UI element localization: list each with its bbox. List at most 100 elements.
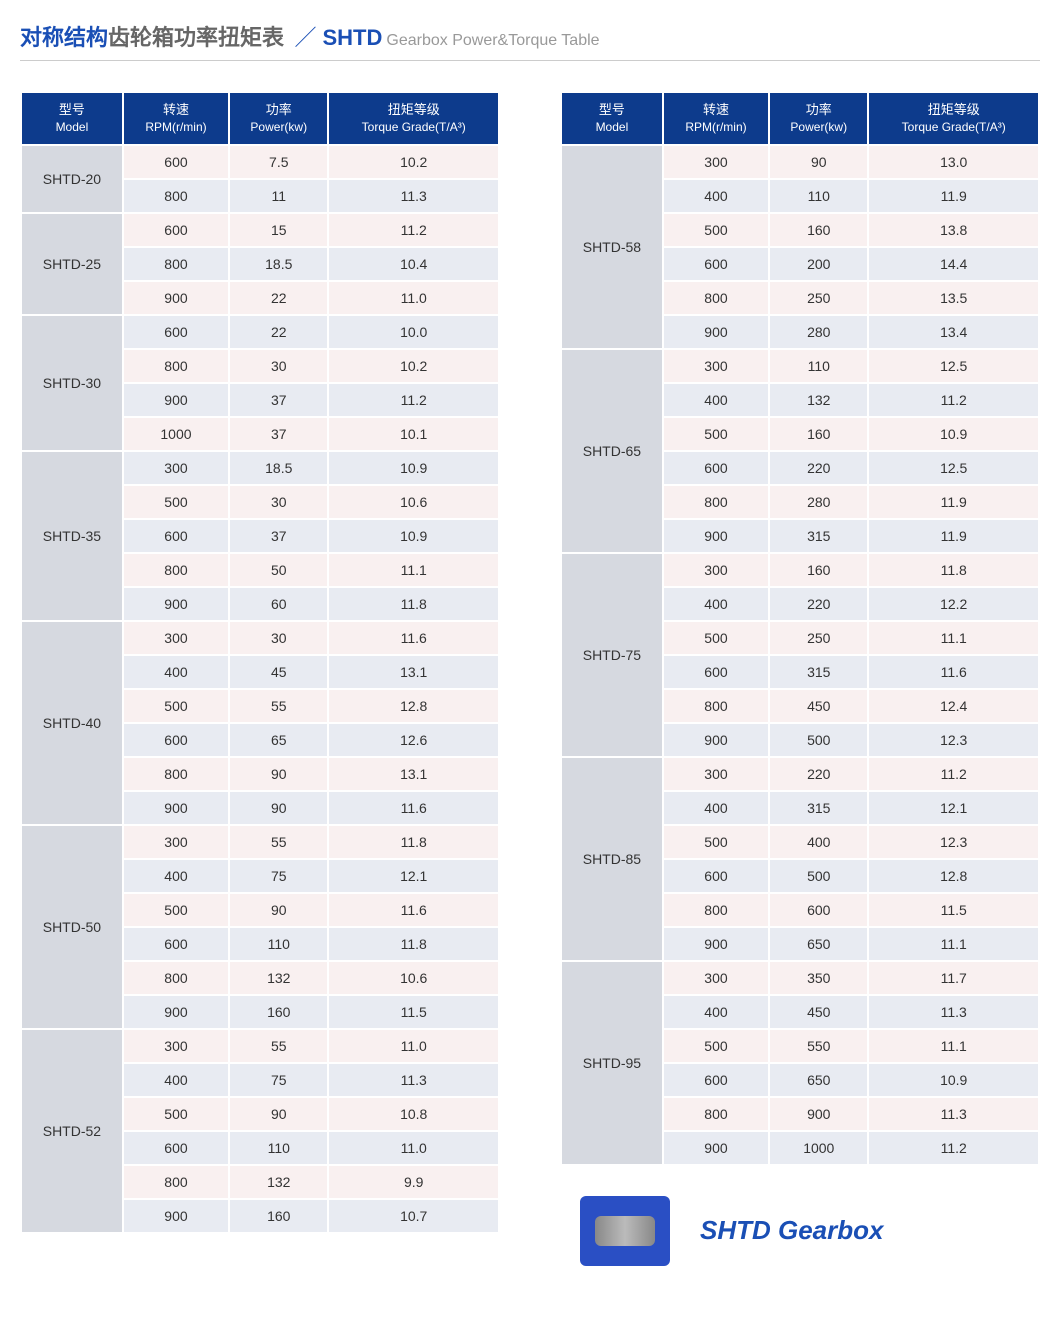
power-cell: 18.5 bbox=[230, 452, 327, 484]
rpm-cell: 300 bbox=[124, 1030, 228, 1062]
table-header: 型号Model 转速RPM(r/min) 功率Power(kw) 扭矩等级Tor… bbox=[22, 93, 498, 144]
model-cell: SHTD-75 bbox=[562, 554, 662, 756]
torque-cell: 10.6 bbox=[329, 962, 498, 994]
power-cell: 350 bbox=[770, 962, 867, 994]
rpm-cell: 500 bbox=[664, 418, 768, 450]
power-cell: 450 bbox=[770, 690, 867, 722]
torque-cell: 10.6 bbox=[329, 486, 498, 518]
torque-cell: 10.0 bbox=[329, 316, 498, 348]
power-cell: 500 bbox=[770, 860, 867, 892]
torque-cell: 10.4 bbox=[329, 248, 498, 280]
rpm-cell: 900 bbox=[664, 724, 768, 756]
left-table: 型号Model 转速RPM(r/min) 功率Power(kw) 扭矩等级Tor… bbox=[20, 91, 500, 1234]
rpm-cell: 400 bbox=[124, 656, 228, 688]
rpm-cell: 300 bbox=[664, 146, 768, 178]
gearbox-icon bbox=[580, 1196, 670, 1266]
power-cell: 110 bbox=[230, 1132, 327, 1164]
power-cell: 7.5 bbox=[230, 146, 327, 178]
power-cell: 55 bbox=[230, 690, 327, 722]
torque-cell: 11.1 bbox=[329, 554, 498, 586]
right-table: 型号Model 转速RPM(r/min) 功率Power(kw) 扭矩等级Tor… bbox=[560, 91, 1040, 1166]
torque-cell: 11.1 bbox=[869, 622, 1038, 654]
model-cell: SHTD-35 bbox=[22, 452, 122, 620]
model-cell: SHTD-95 bbox=[562, 962, 662, 1164]
power-cell: 250 bbox=[770, 282, 867, 314]
torque-cell: 11.6 bbox=[329, 792, 498, 824]
rpm-cell: 300 bbox=[664, 758, 768, 790]
rpm-cell: 800 bbox=[124, 962, 228, 994]
torque-cell: 12.8 bbox=[329, 690, 498, 722]
title-en-code: SHTD bbox=[323, 25, 383, 50]
power-cell: 315 bbox=[770, 656, 867, 688]
torque-cell: 13.8 bbox=[869, 214, 1038, 246]
power-cell: 160 bbox=[770, 554, 867, 586]
torque-cell: 12.1 bbox=[329, 860, 498, 892]
torque-cell: 11.0 bbox=[329, 282, 498, 314]
rpm-cell: 600 bbox=[664, 656, 768, 688]
torque-cell: 13.0 bbox=[869, 146, 1038, 178]
power-cell: 50 bbox=[230, 554, 327, 586]
power-cell: 90 bbox=[230, 758, 327, 790]
power-cell: 22 bbox=[230, 316, 327, 348]
table-row: SHTD-206007.510.2 bbox=[22, 146, 498, 178]
power-cell: 30 bbox=[230, 622, 327, 654]
torque-cell: 11.3 bbox=[329, 1064, 498, 1096]
power-cell: 90 bbox=[230, 894, 327, 926]
rpm-cell: 800 bbox=[664, 282, 768, 314]
rpm-cell: 400 bbox=[664, 588, 768, 620]
rpm-cell: 300 bbox=[124, 826, 228, 858]
table-body: SHTD-206007.510.28001111.3SHTD-256001511… bbox=[22, 146, 498, 1232]
rpm-cell: 500 bbox=[664, 622, 768, 654]
power-cell: 37 bbox=[230, 520, 327, 552]
rpm-cell: 900 bbox=[664, 316, 768, 348]
rpm-cell: 900 bbox=[124, 588, 228, 620]
col-torque: 扭矩等级Torque Grade(T/A³) bbox=[869, 93, 1038, 144]
table-row: SHTD-256001511.2 bbox=[22, 214, 498, 246]
torque-cell: 9.9 bbox=[329, 1166, 498, 1198]
rpm-cell: 900 bbox=[664, 520, 768, 552]
torque-cell: 11.2 bbox=[869, 384, 1038, 416]
torque-cell: 11.2 bbox=[869, 1132, 1038, 1164]
page-title-bar: 对称结构齿轮箱功率扭矩表 ／SHTDGearbox Power&Torque T… bbox=[20, 20, 1040, 61]
power-cell: 450 bbox=[770, 996, 867, 1028]
torque-cell: 11.9 bbox=[869, 520, 1038, 552]
torque-cell: 11.1 bbox=[869, 928, 1038, 960]
rpm-cell: 800 bbox=[124, 180, 228, 212]
torque-cell: 10.9 bbox=[329, 452, 498, 484]
col-power: 功率Power(kw) bbox=[230, 93, 327, 144]
power-cell: 110 bbox=[230, 928, 327, 960]
torque-cell: 12.6 bbox=[329, 724, 498, 756]
rpm-cell: 400 bbox=[664, 996, 768, 1028]
rpm-cell: 800 bbox=[664, 894, 768, 926]
torque-cell: 13.1 bbox=[329, 656, 498, 688]
rpm-cell: 900 bbox=[124, 996, 228, 1028]
torque-cell: 10.2 bbox=[329, 146, 498, 178]
power-cell: 650 bbox=[770, 1064, 867, 1096]
power-cell: 90 bbox=[230, 792, 327, 824]
power-cell: 132 bbox=[230, 962, 327, 994]
torque-cell: 11.5 bbox=[329, 996, 498, 1028]
rpm-cell: 300 bbox=[124, 622, 228, 654]
torque-cell: 11.8 bbox=[869, 554, 1038, 586]
power-cell: 650 bbox=[770, 928, 867, 960]
power-cell: 90 bbox=[770, 146, 867, 178]
rpm-cell: 800 bbox=[664, 690, 768, 722]
power-cell: 37 bbox=[230, 418, 327, 450]
rpm-cell: 900 bbox=[124, 1200, 228, 1232]
rpm-cell: 900 bbox=[124, 384, 228, 416]
torque-cell: 10.7 bbox=[329, 1200, 498, 1232]
rpm-cell: 500 bbox=[664, 214, 768, 246]
rpm-cell: 300 bbox=[124, 452, 228, 484]
rpm-cell: 800 bbox=[124, 758, 228, 790]
torque-cell: 13.5 bbox=[869, 282, 1038, 314]
title-cn-gray: 齿轮箱功率扭矩表 bbox=[108, 25, 284, 50]
power-cell: 65 bbox=[230, 724, 327, 756]
torque-cell: 10.9 bbox=[329, 520, 498, 552]
col-power: 功率Power(kw) bbox=[770, 93, 867, 144]
torque-cell: 13.1 bbox=[329, 758, 498, 790]
torque-cell: 12.3 bbox=[869, 826, 1038, 858]
power-cell: 22 bbox=[230, 282, 327, 314]
tables-container: 型号Model 转速RPM(r/min) 功率Power(kw) 扭矩等级Tor… bbox=[20, 91, 1040, 1276]
power-cell: 500 bbox=[770, 724, 867, 756]
power-cell: 160 bbox=[230, 996, 327, 1028]
